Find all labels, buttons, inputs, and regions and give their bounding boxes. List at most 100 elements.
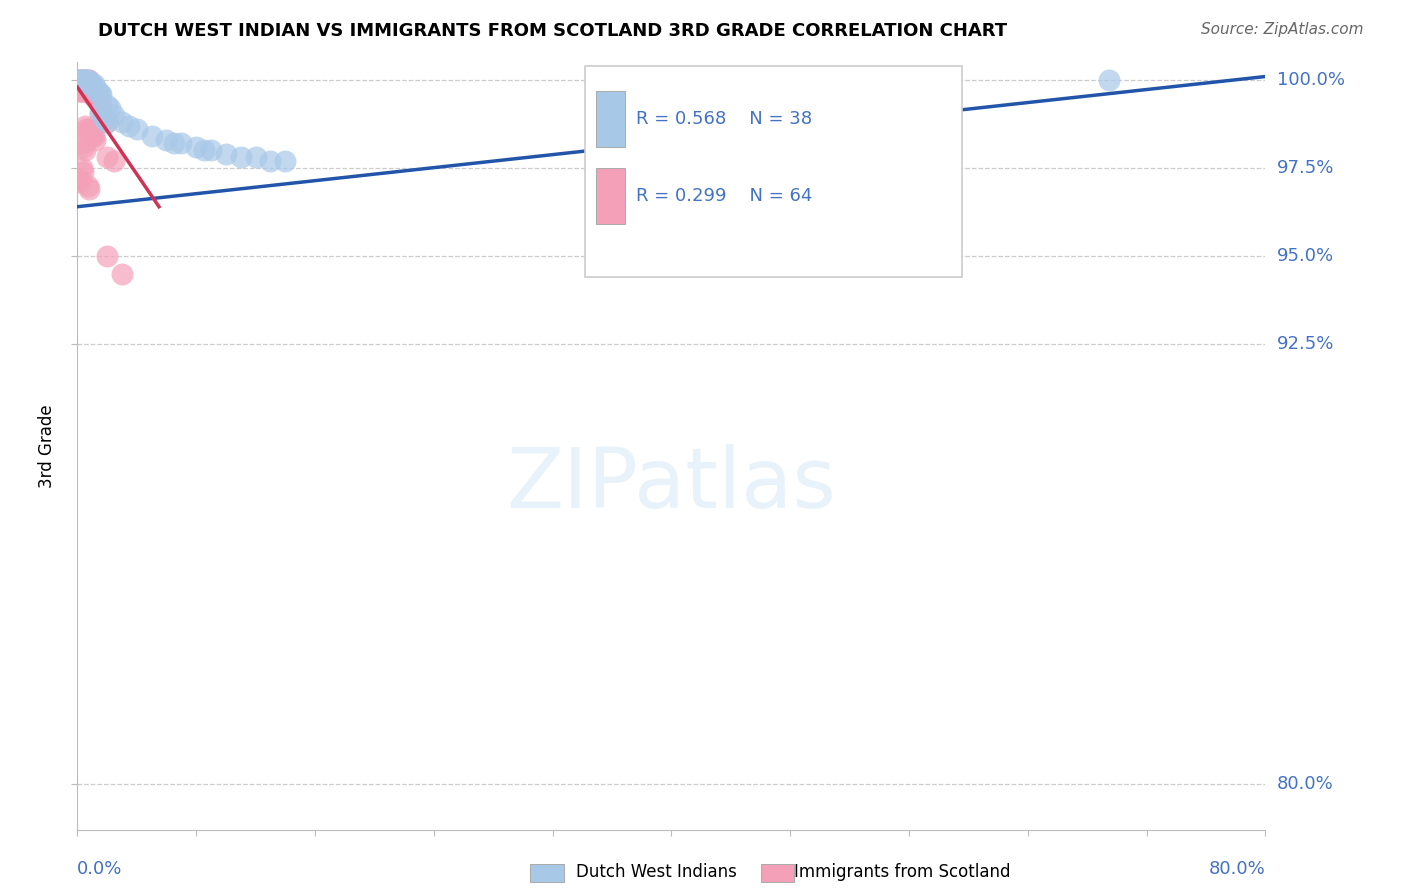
Point [80, 87, 103, 102]
Point [75, 84, 97, 98]
Text: Dutch West Indians: Dutch West Indians [576, 863, 737, 881]
FancyBboxPatch shape [585, 66, 963, 277]
FancyBboxPatch shape [596, 91, 626, 147]
Point [163, 136, 186, 151]
Point [86, 84, 108, 98]
Point [98, 101, 121, 115]
Text: DUTCH WEST INDIAN VS IMMIGRANTS FROM SCOTLAND 3RD GRADE CORRELATION CHART: DUTCH WEST INDIAN VS IMMIGRANTS FROM SCO… [98, 22, 1008, 40]
Point [69, 73, 91, 87]
Text: R = 0.568    N = 38: R = 0.568 N = 38 [636, 110, 811, 128]
Point [70, 161, 93, 175]
Point [75, 80, 97, 95]
Text: Immigrants from Scotland: Immigrants from Scotland [794, 863, 1011, 881]
Point [111, 267, 134, 281]
Point [193, 144, 215, 158]
Point [69, 84, 91, 98]
Point [77, 84, 100, 98]
Point [76, 73, 98, 87]
Point [67, 84, 90, 98]
Text: 0.0%: 0.0% [77, 860, 122, 878]
Point [87, 84, 110, 98]
Point [1098, 73, 1121, 87]
Point [73, 73, 96, 87]
Point [83, 77, 105, 91]
Point [274, 153, 297, 168]
Point [96, 151, 118, 165]
Point [73, 119, 96, 133]
Point [73, 77, 96, 91]
Point [111, 115, 134, 129]
Point [215, 147, 238, 161]
FancyBboxPatch shape [596, 168, 626, 224]
Point [67, 73, 90, 87]
Text: 80.0%: 80.0% [1277, 775, 1333, 793]
Point [82, 87, 104, 102]
Point [93, 112, 115, 126]
Point [245, 151, 267, 165]
Text: 100.0%: 100.0% [1277, 71, 1344, 89]
Point [77, 182, 100, 196]
Point [67, 73, 90, 87]
Point [69, 80, 91, 95]
Point [103, 108, 125, 122]
Point [76, 84, 98, 98]
Point [82, 77, 104, 91]
Point [91, 112, 114, 126]
Point [77, 77, 100, 91]
Point [70, 136, 93, 151]
Point [125, 122, 148, 136]
Point [200, 144, 222, 158]
Text: Source: ZipAtlas.com: Source: ZipAtlas.com [1201, 22, 1364, 37]
Point [96, 115, 118, 129]
Point [72, 80, 94, 95]
Point [72, 140, 94, 154]
Point [73, 144, 96, 158]
Point [67, 77, 90, 91]
Point [70, 80, 93, 95]
Point [67, 80, 90, 95]
Point [73, 84, 96, 98]
Point [70, 73, 93, 87]
Point [87, 94, 110, 108]
Point [70, 73, 93, 87]
Point [90, 87, 112, 102]
Point [82, 129, 104, 144]
Point [77, 73, 100, 87]
Point [72, 73, 94, 87]
Point [70, 84, 93, 98]
Point [96, 249, 118, 263]
Point [170, 136, 193, 151]
Point [103, 153, 125, 168]
Text: 80.0%: 80.0% [1209, 860, 1265, 878]
Point [72, 164, 94, 178]
Point [77, 126, 100, 140]
Point [259, 153, 281, 168]
Point [186, 140, 208, 154]
Point [75, 73, 97, 87]
Point [90, 97, 112, 112]
Point [76, 122, 98, 136]
Point [83, 87, 105, 102]
Text: 97.5%: 97.5% [1277, 159, 1334, 177]
Point [76, 77, 98, 91]
Point [70, 77, 93, 91]
Point [73, 80, 96, 95]
Point [75, 73, 97, 87]
Point [80, 77, 103, 91]
Point [67, 171, 90, 186]
Point [89, 108, 111, 122]
Point [69, 73, 91, 87]
Text: R = 0.299    N = 64: R = 0.299 N = 64 [636, 187, 813, 205]
Point [118, 119, 141, 133]
Point [96, 97, 118, 112]
Y-axis label: 3rd Grade: 3rd Grade [38, 404, 56, 488]
Point [84, 90, 107, 104]
Text: ZIPatlas: ZIPatlas [506, 444, 837, 524]
Point [73, 73, 96, 87]
Point [141, 129, 163, 144]
Point [72, 84, 94, 98]
Point [76, 73, 98, 87]
Point [89, 94, 111, 108]
Point [75, 122, 97, 136]
Point [75, 77, 97, 91]
